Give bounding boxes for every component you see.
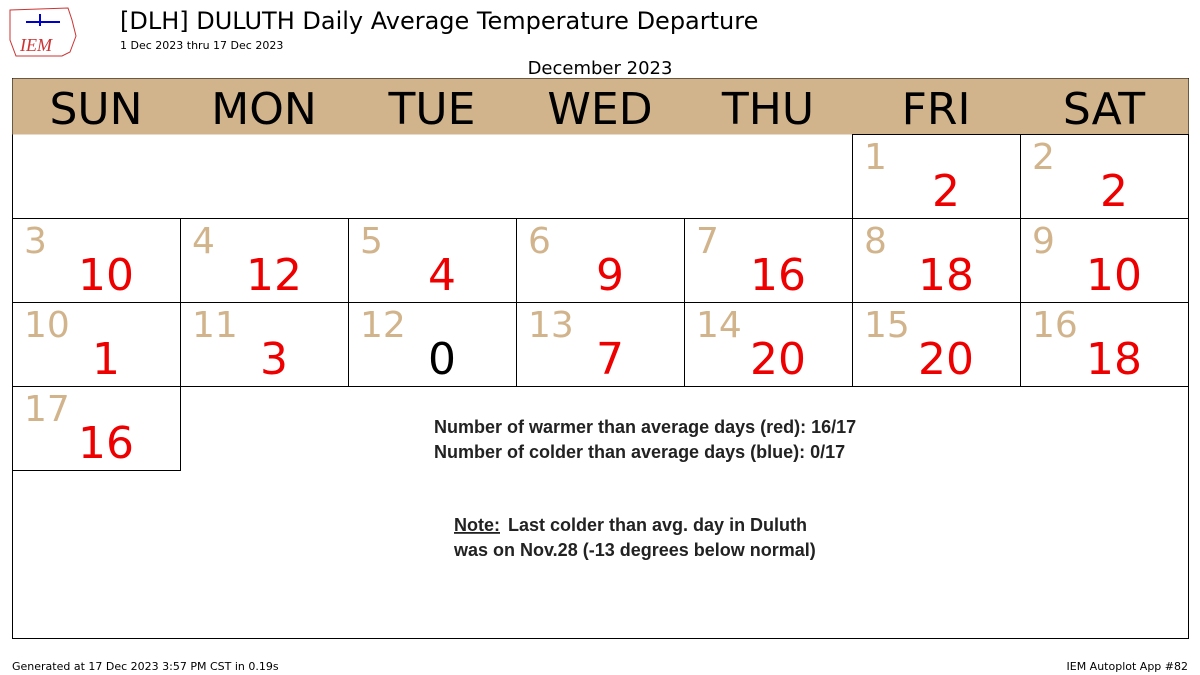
footer-left: Generated at 17 Dec 2023 3:57 PM CST in …	[12, 660, 279, 673]
day-cell	[852, 302, 1021, 387]
weekday-label: WED	[547, 84, 652, 135]
note-label: Note:	[454, 515, 500, 535]
day-cell	[684, 218, 853, 303]
departure-value: 2	[1100, 166, 1128, 217]
day-number: 13	[528, 305, 574, 346]
weekday-label: FRI	[902, 84, 971, 135]
footer-right: IEM Autoplot App #82	[1067, 660, 1189, 673]
title: [DLH] DULUTH Daily Average Temperature D…	[120, 7, 758, 35]
day-cell	[516, 218, 685, 303]
day-cell	[684, 302, 853, 387]
departure-value: 4	[428, 250, 456, 301]
day-number: 17	[24, 389, 70, 430]
departure-value: 2	[932, 166, 960, 217]
month-title: December 2023	[528, 58, 673, 79]
day-number: 8	[864, 221, 887, 262]
note-text: was on Nov.28 (-13 degrees below normal)	[453, 540, 816, 560]
day-number: 2	[1032, 137, 1055, 178]
weekday-label: TUE	[388, 84, 476, 135]
departure-value: 10	[78, 250, 134, 301]
subtitle: 1 Dec 2023 thru 17 Dec 2023	[120, 39, 283, 52]
warmer-count: Number of warmer than average days (red)…	[434, 417, 856, 437]
day-number: 16	[1032, 305, 1078, 346]
weekday-label: SUN	[49, 84, 142, 135]
note-text: Last colder than avg. day in Duluth	[508, 515, 807, 535]
day-number: 3	[24, 221, 47, 262]
colder-count: Number of colder than average days (blue…	[434, 442, 845, 462]
calendar: SUN MON TUE WED THU FRI SAT1222310412546971681…	[12, 78, 1189, 471]
departure-value: 7	[596, 334, 624, 385]
day-number: 5	[360, 221, 383, 262]
day-cell	[180, 302, 349, 387]
day-number: 12	[360, 305, 406, 346]
departure-value: 20	[918, 334, 974, 385]
day-cell	[516, 302, 685, 387]
day-number: 11	[192, 305, 238, 346]
day-number: 10	[24, 305, 70, 346]
departure-value: 0	[428, 334, 456, 385]
weekday-label: SAT	[1063, 84, 1145, 135]
day-number: 6	[528, 221, 551, 262]
departure-value: 18	[918, 250, 974, 301]
departure-value: 3	[260, 334, 288, 385]
departure-value: 16	[750, 250, 806, 301]
day-cell	[852, 218, 1021, 303]
weekday-header	[12, 78, 1189, 135]
day-number: 15	[864, 305, 910, 346]
day-cell	[12, 386, 181, 471]
departure-value: 9	[596, 250, 624, 301]
departure-value: 1	[92, 334, 120, 385]
logo: IEM	[9, 7, 77, 57]
departure-value: 10	[1086, 250, 1142, 301]
day-number: 7	[696, 221, 719, 262]
departure-value: 18	[1086, 334, 1142, 385]
departure-value: 16	[78, 418, 134, 469]
day-cell	[12, 302, 181, 387]
logo-outline	[9, 7, 77, 57]
day-number: 1	[864, 137, 887, 178]
weekday-label: MON	[211, 84, 317, 135]
logo-text: IEM	[19, 35, 53, 55]
day-cell	[1020, 218, 1189, 303]
weekday-label: THU	[721, 84, 814, 135]
departure-value: 20	[750, 334, 806, 385]
departure-value: 12	[246, 250, 302, 301]
day-number: 14	[696, 305, 742, 346]
day-number: 9	[1032, 221, 1055, 262]
day-number: 4	[192, 221, 215, 262]
day-cell	[1020, 302, 1189, 387]
